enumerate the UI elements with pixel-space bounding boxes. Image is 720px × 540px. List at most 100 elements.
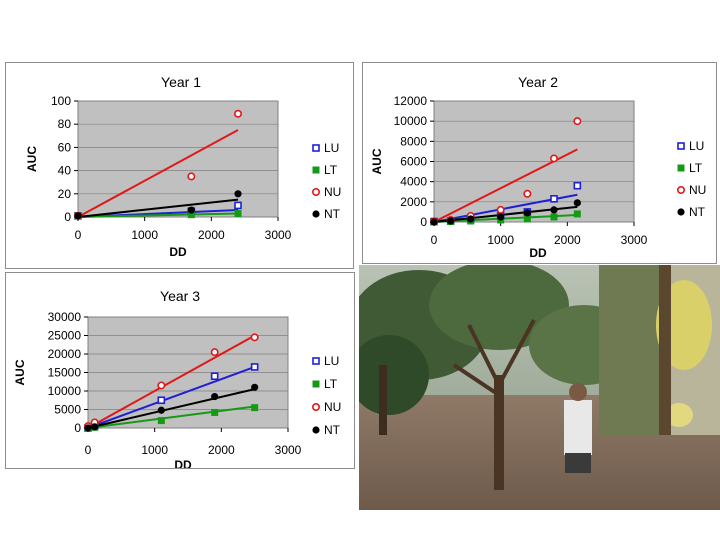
- legend-label-lt: LT: [689, 161, 703, 175]
- y-tick-label: 20: [58, 187, 72, 201]
- data-point-lu: [550, 195, 558, 203]
- legend-label-lt: LT: [324, 163, 338, 177]
- y-tick-label: 100: [51, 94, 71, 108]
- y-tick-label: 10000: [48, 384, 82, 398]
- data-point-lt: [523, 215, 531, 223]
- data-point-nt: [157, 406, 165, 414]
- chart-year-3: Year 3 0 5000 10000 15000 20000 25000 30000 0 100…: [13, 288, 341, 468]
- fit-line-nu: [77, 129, 239, 218]
- data-point-nt: [251, 383, 259, 391]
- data-point-nu: [250, 333, 259, 342]
- chart-panel-year-2: Year 2 0 2000 4000 6000 8000 10000 12000 0 1000 20…: [362, 62, 717, 264]
- legend-marker-nu: [311, 188, 320, 197]
- fit-line-nu: [87, 334, 256, 429]
- y-tick-label: 10000: [394, 114, 428, 128]
- legend-marker-nt: [677, 208, 685, 216]
- legend-label-nu: NU: [324, 185, 341, 199]
- x-tick-label: 1000: [141, 443, 168, 457]
- chart-title: Year 3: [160, 288, 200, 304]
- data-point-lu: [210, 372, 219, 380]
- fit-line-lt: [77, 212, 239, 218]
- data-point-nu: [234, 109, 243, 118]
- data-point-nu: [550, 154, 559, 163]
- x-tick-label: 3000: [265, 228, 292, 242]
- fit-line-lt: [87, 405, 255, 429]
- x-axis-label: DD: [174, 458, 192, 468]
- fit-line-nt: [77, 198, 239, 218]
- data-point-nu: [157, 381, 166, 390]
- y-tick-label: 12000: [394, 94, 428, 108]
- legend-label-nt: NT: [324, 423, 341, 437]
- y-tick-label: 60: [58, 140, 72, 154]
- y-tick-label: 0: [74, 421, 81, 435]
- y-axis-label: AUC: [370, 148, 384, 174]
- y-tick-label: 5000: [54, 403, 81, 417]
- legend-marker-nt: [312, 426, 320, 434]
- data-point-lt: [234, 210, 242, 218]
- orchard-photo-image: [359, 265, 720, 510]
- data-point-nu: [210, 348, 219, 357]
- data-point-nt: [91, 423, 99, 431]
- data-point-nt: [573, 199, 581, 207]
- legend-marker-nt: [312, 210, 320, 218]
- data-point-nt: [187, 206, 195, 214]
- data-point-nu: [523, 189, 532, 198]
- x-axis-label: DD: [169, 245, 187, 259]
- data-point-nt: [84, 424, 92, 432]
- data-point-nt: [523, 209, 531, 217]
- y-tick-label: 25000: [48, 329, 82, 343]
- legend-label-lu: LU: [324, 354, 339, 368]
- y-tick-label: 20000: [48, 347, 82, 361]
- legend-marker-lt: [677, 164, 685, 172]
- data-point-lt: [211, 408, 219, 416]
- data-point-nt: [550, 206, 558, 214]
- plot-area: [77, 100, 279, 218]
- data-point-lu: [234, 201, 242, 210]
- y-tick-label: 8000: [400, 134, 427, 148]
- data-point-nt: [74, 212, 82, 220]
- data-point-nu: [496, 205, 505, 214]
- y-tick-label: 40: [58, 164, 72, 178]
- legend-label-lu: LU: [689, 139, 704, 153]
- data-point-lt: [187, 211, 195, 219]
- y-tick-label: 30000: [48, 310, 82, 324]
- x-tick-label: 1000: [487, 233, 514, 247]
- data-point-lu: [573, 181, 582, 190]
- chart-title: Year 1: [161, 74, 201, 90]
- data-point-nt: [447, 217, 455, 225]
- legend-label-nu: NU: [324, 400, 341, 414]
- y-tick-label: 0: [420, 215, 427, 229]
- x-tick-label: 3000: [621, 233, 648, 247]
- data-point-nt: [467, 215, 475, 223]
- data-point-lt: [573, 210, 581, 218]
- y-tick-label: 0: [64, 210, 71, 224]
- data-point-lt: [550, 213, 558, 221]
- legend-label-lu: LU: [324, 141, 339, 155]
- data-point-nu: [573, 117, 582, 126]
- legend-marker-nu: [311, 403, 320, 412]
- fit-line-lu: [87, 366, 256, 429]
- data-point-nt: [497, 213, 505, 221]
- data-point-nt: [211, 392, 219, 401]
- x-tick-label: 0: [85, 443, 92, 457]
- y-tick-label: 80: [58, 117, 72, 131]
- y-axis-label: AUC: [13, 359, 27, 385]
- chart-year-2: Year 2 0 2000 4000 6000 8000 10000 12000 0 1000 20…: [370, 74, 706, 260]
- x-tick-label: 0: [431, 233, 438, 247]
- legend-marker-lu: [312, 357, 320, 365]
- y-axis-label: AUC: [25, 146, 39, 172]
- x-tick-label: 2000: [554, 233, 581, 247]
- legend-label-lt: LT: [324, 377, 338, 391]
- legend-label-nt: NT: [689, 205, 706, 219]
- y-tick-label: 4000: [400, 175, 427, 189]
- orchard-photo: [359, 265, 720, 510]
- y-tick-label: 6000: [400, 155, 427, 169]
- data-point-nu: [187, 172, 196, 181]
- data-point-nt: [234, 190, 242, 198]
- legend-marker-lt: [312, 166, 320, 174]
- legend-label-nt: NT: [324, 207, 341, 221]
- chart-panel-year-3: Year 3 0 5000 10000 15000 20000 25000 30000 0 100…: [5, 272, 355, 469]
- data-point-lt: [157, 417, 165, 425]
- x-tick-label: 2000: [198, 228, 225, 242]
